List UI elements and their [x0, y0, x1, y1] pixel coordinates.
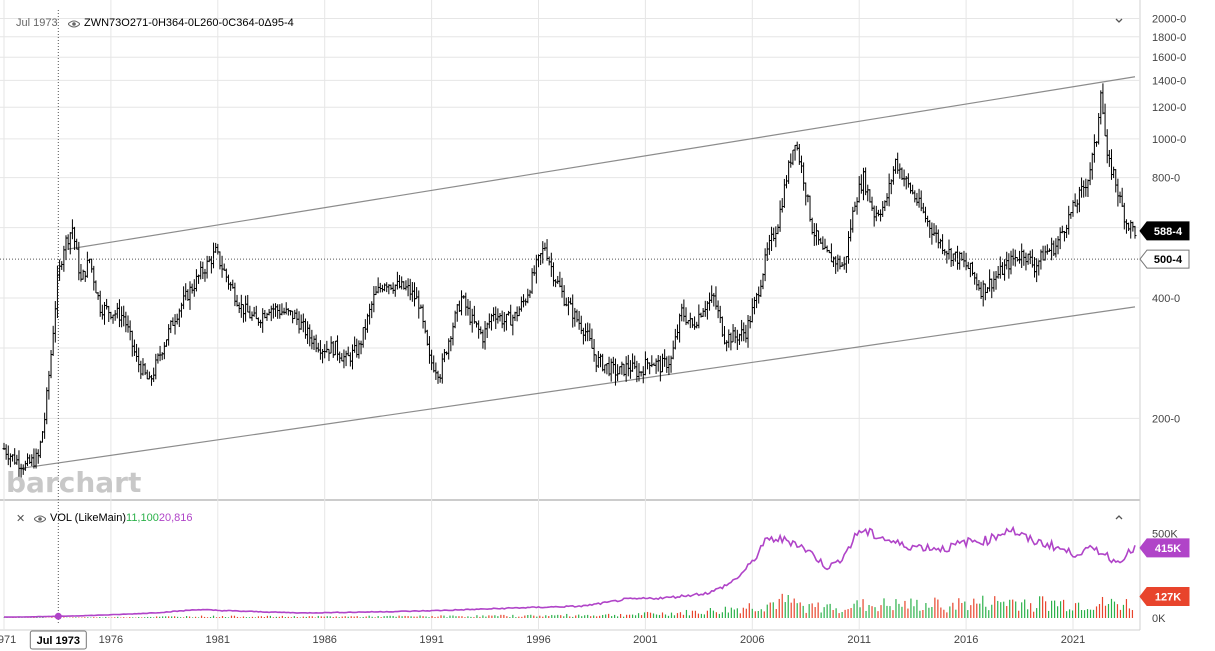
- volume-bars: [3, 593, 1134, 618]
- price-bars: [2, 83, 1137, 479]
- volume-header: VOL (LikeMain)11,10020,816: [50, 512, 193, 524]
- crosshair-date-badge: [29, 630, 87, 650]
- price-channel: [21, 76, 1136, 469]
- volume-tick-label: 500K: [1152, 529, 1178, 541]
- chevron-up-icon[interactable]: [1114, 511, 1124, 525]
- crosshair-price-badge-shape: [1139, 249, 1190, 269]
- axis-badges: Jul 1973 588-4 500-4 415K 127K: [29, 221, 1190, 650]
- volume-value-2: 20,816: [158, 512, 193, 524]
- eye-icon[interactable]: [68, 20, 80, 28]
- price-tick-label: 800-0: [1152, 173, 1180, 185]
- volume-tick-label: 0K: [1152, 613, 1166, 625]
- time-tick-label: 1986: [312, 634, 336, 646]
- time-tick-label: 1981: [206, 634, 230, 646]
- volume-axis[interactable]: 500K 0K: [1152, 529, 1178, 625]
- price-tick-label: 1600-0: [1152, 52, 1186, 64]
- volume-value-1: 11,100: [126, 512, 159, 524]
- close-icon[interactable]: ✕: [16, 513, 26, 525]
- time-tick-label: 2021: [1061, 634, 1085, 646]
- price-tick-label: 1400-0: [1152, 75, 1186, 87]
- header-date: Jul 1973: [16, 17, 58, 29]
- price-axis[interactable]: 2000-0 1800-0 1600-0 1400-0 1200-0 1000-0 800-…: [1152, 13, 1186, 425]
- time-tick-label: 2016: [954, 634, 978, 646]
- price-tick-label: 2000-0: [1152, 13, 1186, 25]
- time-tick-label: 2011: [847, 634, 871, 646]
- channel-lower-line: [21, 306, 1136, 469]
- volume-label: VOL (LikeMain): [50, 512, 127, 524]
- grid: [0, 0, 1141, 631]
- chevron-down-icon[interactable]: [1114, 15, 1124, 29]
- watermark: barchart: [6, 466, 141, 499]
- time-axis[interactable]: 1971 1976 1981 1986 1991 1996 2001 2006 2011 2016…: [0, 634, 1085, 646]
- crosshair: [0, 10, 1140, 625]
- crosshair-price-badge-label: 500-4: [1154, 254, 1183, 266]
- price-tick-label: 1000-0: [1152, 134, 1186, 146]
- time-tick-label: 1991: [419, 634, 443, 646]
- current-price-badge-shape: [1139, 221, 1190, 241]
- volume-line: [4, 525, 1136, 618]
- volume-line-path: [4, 525, 1136, 618]
- price-tick-label: 400-0: [1152, 293, 1180, 305]
- volume-line-badge-label: 415K: [1155, 543, 1181, 555]
- price-tick-label: 1200-0: [1152, 102, 1186, 114]
- time-tick-label: 1996: [526, 634, 550, 646]
- crosshair-point: [54, 612, 62, 620]
- price-tick-label: 200-0: [1152, 413, 1180, 425]
- time-tick-label: 2001: [633, 634, 657, 646]
- channel-upper-line: [68, 76, 1136, 250]
- current-price-badge-label: 588-4: [1154, 226, 1183, 238]
- volume-line-badge-shape: [1139, 538, 1190, 558]
- time-tick-label: 1976: [99, 634, 123, 646]
- crosshair-date-label: Jul 1973: [37, 635, 80, 647]
- time-tick-label: 1971: [0, 634, 16, 646]
- symbol-summary: ZWN73O271-0H364-0L260-0C364-0Δ95-4: [84, 17, 294, 29]
- time-tick-label: 2006: [740, 634, 764, 646]
- volume-bar-badge-shape: [1139, 587, 1190, 607]
- price-tick-label: 1800-0: [1152, 32, 1186, 44]
- volume-eye-icon[interactable]: [34, 515, 46, 523]
- volume-bar-badge-label: 127K: [1155, 592, 1181, 604]
